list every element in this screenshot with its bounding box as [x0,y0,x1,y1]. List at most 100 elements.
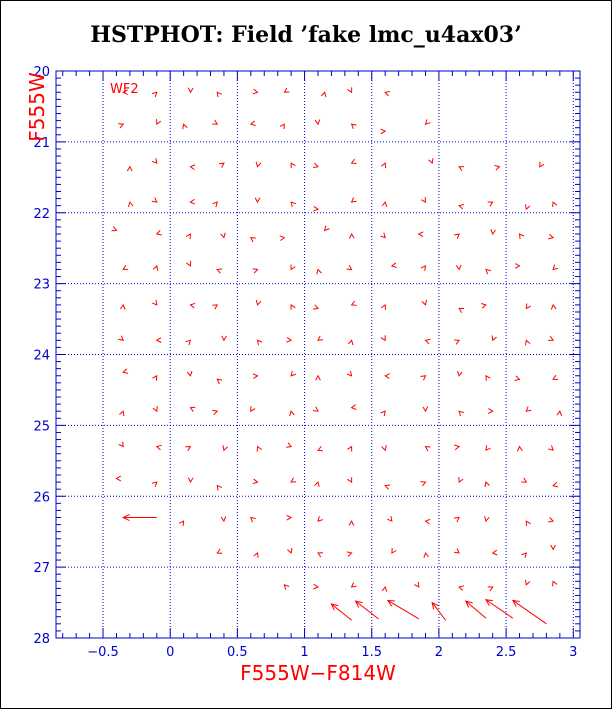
data-point [155,337,162,343]
data-point [381,445,387,452]
data-point [347,477,353,484]
data-point [313,162,320,169]
data-point [254,197,261,204]
data-point [178,520,185,527]
data-point [381,585,388,592]
data-point [127,201,134,208]
data-point [185,446,192,452]
x-tick-label: 3 [569,645,577,660]
data-point [384,91,391,97]
data-point [126,165,133,172]
data-point [279,235,286,241]
data-arrow [386,599,420,620]
arrow-head [464,600,473,608]
data-point [249,237,256,243]
data-point [151,91,158,98]
data-point [250,516,256,523]
grid-layer [56,71,580,638]
x-tick-label: 2.5 [496,645,517,660]
data-point [216,378,223,385]
data-point [423,551,429,558]
data-point [155,444,162,451]
data-point [548,233,555,240]
data-point [548,517,555,523]
arrow-head [386,599,395,607]
arrow-shaft [512,600,547,625]
data-point [458,477,464,484]
data-point [313,205,320,212]
data-point [216,91,222,98]
data-point [212,201,218,208]
data-point [347,445,353,452]
data-point [521,477,528,483]
data-point [290,477,297,483]
data-point [454,548,460,554]
data-point [187,87,194,94]
data-point [212,304,219,310]
data-point [119,410,125,417]
data-point [151,481,158,487]
x-tick-label: −0.5 [87,645,119,660]
data-point [155,230,162,236]
data-point [286,336,293,343]
data-arrow [354,600,379,620]
data-point [550,544,556,551]
data-point [484,516,490,523]
data-point [350,123,357,129]
data-point [424,338,431,345]
data-point [458,307,465,313]
data-point [420,197,427,203]
data-point [525,204,531,211]
data-point [189,164,196,171]
data-point [454,516,460,523]
data-point [428,158,434,165]
x-axis-label: F555W−F814W [240,661,396,685]
data-point [387,516,393,522]
data-point [118,123,125,129]
data-point [286,442,293,448]
data-point [151,197,158,203]
data-point [494,165,501,171]
data-point [380,128,387,135]
data-point [424,119,431,125]
data-point [514,263,521,269]
data-point [454,233,460,239]
data-point [216,484,222,491]
arrow-shaft [465,600,487,619]
y-tick-label: 22 [33,207,50,222]
data-point [186,370,193,377]
chart-title: HSTPHOT: Field ’fake lmc_u4ax03’ [90,22,522,48]
data-point [253,552,259,558]
data-point [221,335,227,342]
data-point [514,375,521,381]
data-point [458,166,465,172]
data-point [347,339,354,346]
data-point [487,408,494,414]
data-point [491,335,497,342]
data-point [119,303,126,310]
data-point [289,410,295,417]
data-point [552,580,558,587]
data-point [458,410,465,417]
data-point [252,478,259,485]
data-point [521,552,528,558]
data-point [152,299,158,306]
data-point [350,582,357,588]
data-point [384,373,390,379]
data-point [548,335,555,341]
data-point [189,406,196,412]
data-point [222,445,228,452]
data-point [290,370,297,377]
data-point [346,264,353,271]
data-point [491,549,498,556]
data-point [484,481,490,488]
data-point [490,229,497,236]
data-point [348,232,355,239]
data-point [314,119,321,126]
arrow-shaft [355,600,379,620]
data-point [417,231,424,238]
data-point [220,232,226,239]
data-point [249,120,256,126]
data-point [118,335,125,341]
